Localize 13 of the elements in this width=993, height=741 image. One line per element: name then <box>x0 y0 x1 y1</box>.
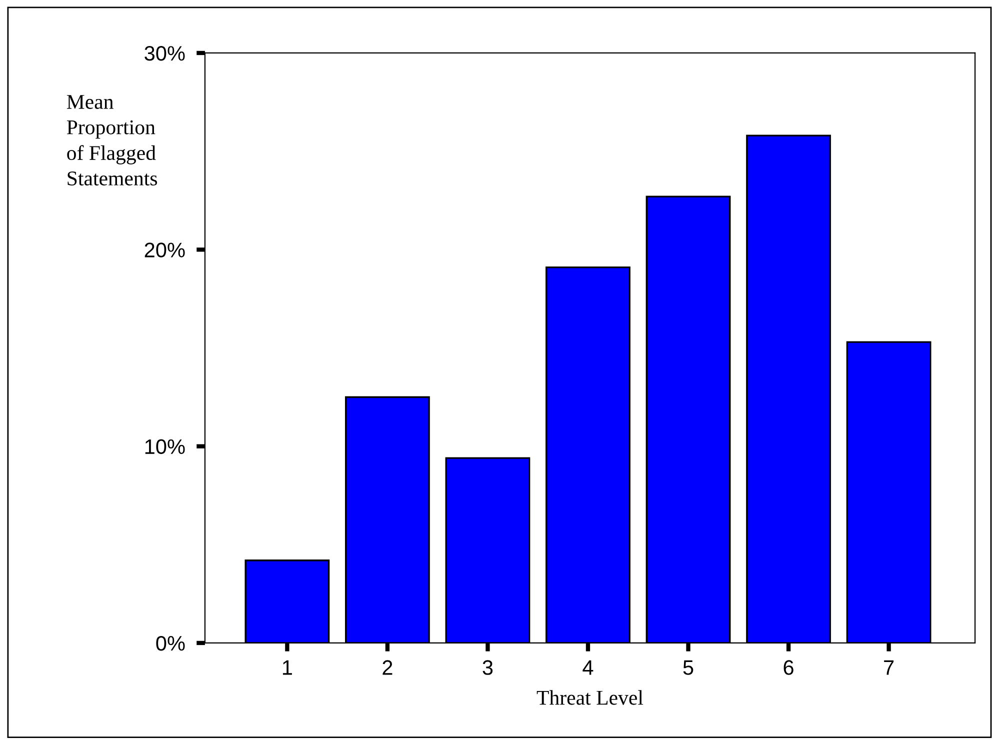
y-axis-title: Mean Proportion of Flagged Statements <box>66 95 158 186</box>
x-tick-label: 5 <box>683 660 694 675</box>
y-tick-label: 10% <box>145 439 185 454</box>
y-tick-label: 20% <box>144 242 185 258</box>
x-tick-label: 7 <box>884 660 894 675</box>
x-tick-label: 2 <box>382 660 392 675</box>
y-tick-label: 30% <box>144 46 185 61</box>
x-tick-label: 3 <box>482 660 493 675</box>
x-tick-label: 6 <box>784 660 794 675</box>
y-tick-label: 0% <box>156 636 185 651</box>
x-tick-label: 4 <box>582 660 594 675</box>
x-tick-label: 1 <box>282 660 292 675</box>
x-axis-title: Threat Level <box>536 690 644 705</box>
